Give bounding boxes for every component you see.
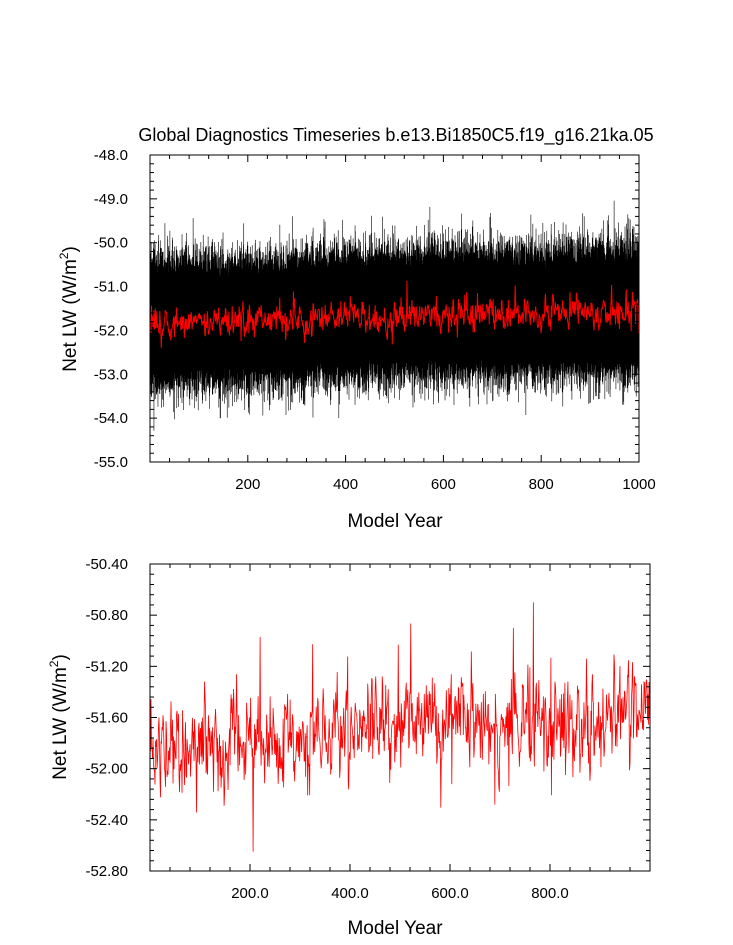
top-series-group xyxy=(149,200,640,431)
top-y-tick-label: -55.0 xyxy=(94,454,128,471)
bottom-x-tick-label: 600.0 xyxy=(431,885,469,902)
top-x-tick-label: 1000 xyxy=(622,476,655,493)
bottom-y-tick-label: -52.00 xyxy=(85,761,128,778)
bottom-x-axis-label: Model Year xyxy=(347,918,443,939)
bottom-y-tick-label: -51.20 xyxy=(85,658,128,675)
bottom-tick-marks xyxy=(150,563,651,872)
bottom-annual-series-line xyxy=(149,602,651,852)
bottom-x-tick-label: 200.0 xyxy=(231,885,269,902)
top-y-tick-label: -50.0 xyxy=(94,235,128,252)
top-x-tick-label: 800 xyxy=(529,476,554,493)
bottom-y-tick-label: -51.60 xyxy=(85,710,128,727)
bottom-panel: 200.0 400.0 600.0 800.0 -52.80-52.40-52.00-… xyxy=(47,556,651,939)
top-x-tick-label: 200 xyxy=(235,476,260,493)
bottom-y-tick-label: -50.80 xyxy=(85,607,128,624)
figure-title: Global Diagnostics Timeseries b.e13.Bi18… xyxy=(138,125,653,146)
top-y-tick-label: -51.0 xyxy=(94,279,128,296)
top-y-tick-label: -52.0 xyxy=(94,322,128,339)
bottom-x-tick-label: 800.0 xyxy=(531,885,569,902)
top-y-tick-label: -48.0 xyxy=(94,147,128,164)
top-y-tick-labels: -55.0 -54.0 -53.0 -52.0 -51.0 -50.0 -49.0 -48.0 xyxy=(94,147,128,471)
bottom-y-tick-label: -50.40 xyxy=(85,556,128,573)
bottom-y-tick-label: -52.80 xyxy=(85,863,128,880)
top-y-tick-label: -53.0 xyxy=(94,366,128,383)
bottom-y-axis-label: Net LW (W/m2) xyxy=(47,654,71,780)
bottom-x-tick-label: 400.0 xyxy=(331,885,369,902)
bottom-y-tick-label: -52.40 xyxy=(85,812,128,829)
bottom-series-group xyxy=(149,602,651,852)
top-x-tick-label: 400 xyxy=(333,476,358,493)
bottom-y-tick-labels: -52.80 -52.40 -52.00 -51.60 -51.20 -50.80 -50.… xyxy=(85,556,128,880)
bottom-x-tick-labels: 200.0 400.0 600.0 800.0 xyxy=(231,885,569,902)
top-x-axis-label: Model Year xyxy=(347,511,443,532)
top-x-tick-label: 600 xyxy=(431,476,456,493)
top-panel: 200 400 600 800 1000 -55.0 -54.0 -53.0 -52.0 -51… xyxy=(57,147,656,532)
top-y-axis-label: Net LW (W/m2) xyxy=(57,246,81,372)
top-plot-frame xyxy=(149,154,640,463)
bottom-plot-frame xyxy=(149,563,651,872)
top-y-tick-label: -49.0 xyxy=(94,191,128,208)
top-y-tick-label: -54.0 xyxy=(94,410,128,427)
top-x-tick-labels: 200 400 600 800 1000 xyxy=(235,476,655,493)
top-annual-series-line xyxy=(149,280,640,348)
